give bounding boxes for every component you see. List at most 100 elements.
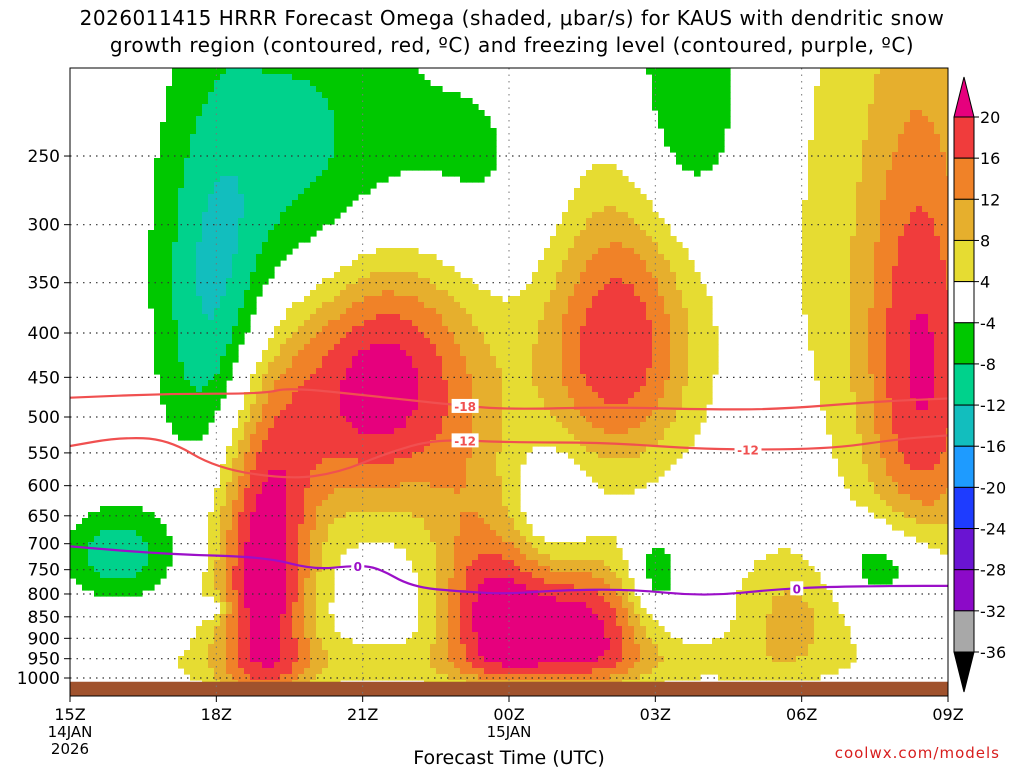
omega-cell	[130, 572, 137, 579]
omega-cell	[424, 284, 431, 291]
omega-cell	[160, 362, 167, 369]
omega-cell	[292, 572, 299, 579]
omega-cell	[100, 590, 107, 597]
omega-cell	[478, 140, 485, 147]
omega-cell	[160, 128, 167, 135]
omega-cell	[352, 512, 359, 519]
omega-cell	[502, 476, 509, 483]
omega-cell	[118, 566, 125, 573]
omega-cell	[298, 554, 305, 561]
omega-cell	[178, 362, 185, 369]
omega-cell	[250, 464, 257, 471]
omega-cell	[394, 146, 401, 153]
omega-cell	[280, 380, 287, 387]
omega-cell	[430, 392, 437, 399]
omega-cell	[388, 278, 395, 285]
omega-cell	[334, 548, 341, 555]
omega-cell	[412, 644, 419, 651]
omega-cell	[370, 314, 377, 321]
omega-cell	[184, 170, 191, 177]
omega-cell	[298, 80, 305, 87]
omega-cell	[178, 422, 185, 429]
omega-cell	[214, 512, 221, 519]
omega-cell	[310, 464, 317, 471]
omega-cell	[364, 440, 371, 447]
omega-cell	[394, 308, 401, 315]
omega-cell	[316, 536, 323, 543]
omega-cell	[400, 92, 407, 99]
omega-cell	[460, 176, 467, 183]
omega-cell	[466, 332, 473, 339]
omega-cell	[172, 92, 179, 99]
omega-cell	[334, 536, 341, 543]
omega-cell	[262, 638, 269, 645]
omega-cell	[400, 536, 407, 543]
omega-cell	[340, 428, 347, 435]
omega-cell	[238, 212, 245, 219]
omega-cell	[274, 560, 281, 567]
omega-cell	[226, 74, 233, 81]
omega-cell	[184, 164, 191, 171]
omega-cell	[262, 494, 269, 501]
omega-cell	[376, 362, 383, 369]
omega-cell	[148, 278, 155, 285]
omega-cell	[178, 158, 185, 165]
omega-cell	[418, 638, 425, 645]
omega-cell	[286, 422, 293, 429]
omega-cell	[418, 476, 425, 483]
omega-cell	[262, 446, 269, 453]
omega-cell	[346, 482, 353, 489]
omega-cell	[304, 380, 311, 387]
omega-cell	[184, 284, 191, 291]
omega-cell	[322, 452, 329, 459]
omega-cell	[154, 290, 161, 297]
omega-cell	[250, 68, 257, 75]
omega-cell	[466, 530, 473, 537]
omega-cell	[448, 134, 455, 141]
omega-cell	[226, 530, 233, 537]
omega-cell	[238, 74, 245, 81]
omega-cell	[436, 530, 443, 537]
omega-cell	[196, 284, 203, 291]
omega-cell	[334, 356, 341, 363]
omega-cell	[226, 638, 233, 645]
omega-cell	[418, 518, 425, 525]
omega-cell	[478, 116, 485, 123]
omega-cell	[250, 584, 257, 591]
omega-cell	[466, 344, 473, 351]
omega-cell	[154, 302, 161, 309]
omega-cell	[466, 566, 473, 573]
omega-cell	[358, 494, 365, 501]
omega-cell	[406, 302, 413, 309]
omega-cell	[304, 308, 311, 315]
omega-cell	[394, 518, 401, 525]
omega-cell	[196, 626, 203, 633]
omega-cell	[292, 218, 299, 225]
omega-cell	[388, 392, 395, 399]
omega-cell	[172, 170, 179, 177]
omega-cell	[412, 338, 419, 345]
omega-cell	[184, 410, 191, 417]
omega-cell	[484, 596, 491, 603]
omega-cell	[472, 620, 479, 627]
omega-cell	[238, 146, 245, 153]
omega-cell	[322, 104, 329, 111]
omega-cell	[310, 650, 317, 657]
omega-cell	[358, 500, 365, 507]
omega-cell	[184, 338, 191, 345]
omega-cell	[256, 470, 263, 477]
omega-cell	[82, 518, 89, 525]
omega-cell	[298, 590, 305, 597]
omega-cell	[196, 200, 203, 207]
omega-cell	[256, 488, 263, 495]
omega-cell	[226, 68, 233, 75]
omega-cell	[382, 296, 389, 303]
omega-cell	[472, 470, 479, 477]
omega-cell	[280, 488, 287, 495]
omega-cell	[442, 626, 449, 633]
omega-cell	[262, 224, 269, 231]
omega-cell	[370, 416, 377, 423]
omega-cell	[328, 524, 335, 531]
omega-cell	[208, 584, 215, 591]
omega-cell	[280, 116, 287, 123]
